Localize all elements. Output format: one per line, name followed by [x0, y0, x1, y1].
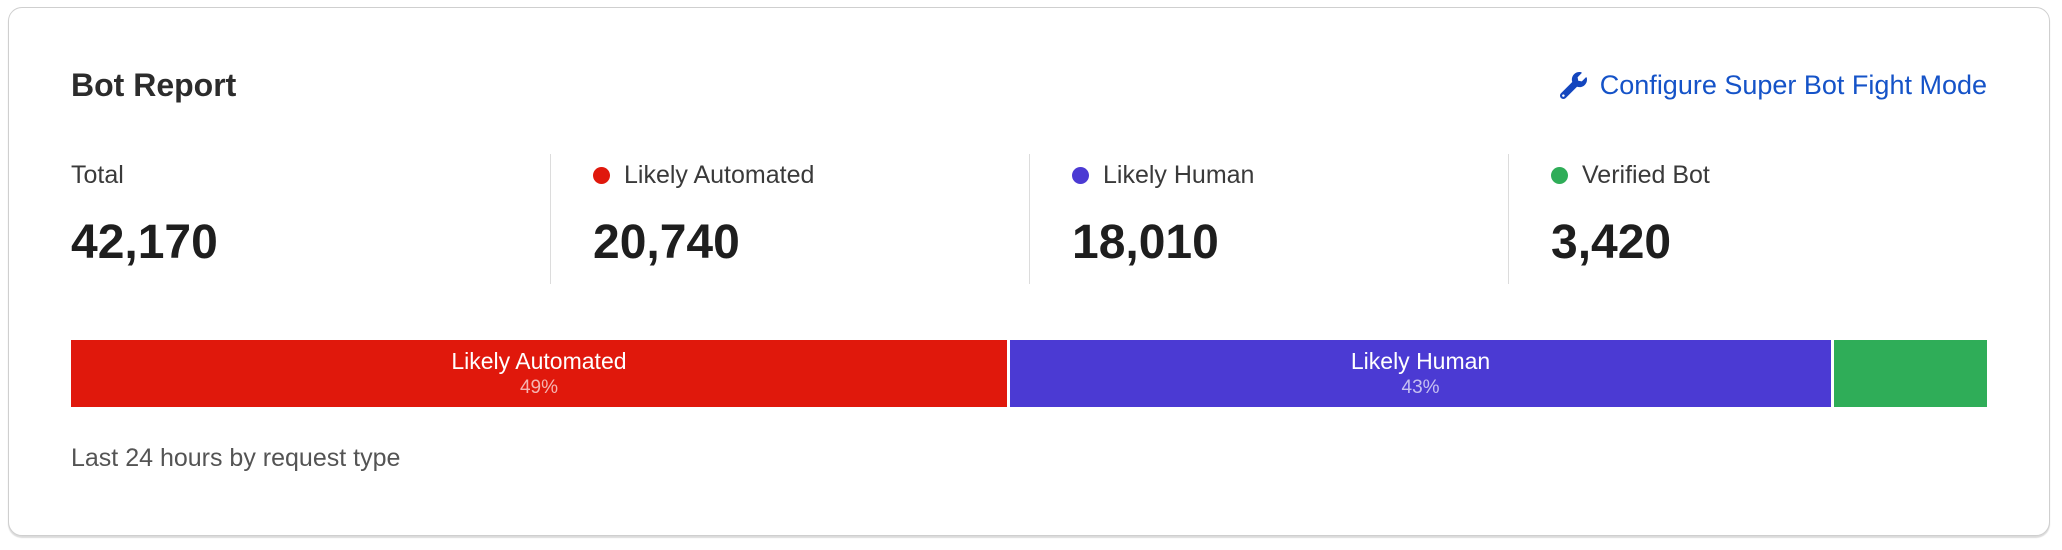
- stat-verified-bot-value: 3,420: [1551, 216, 1672, 269]
- bar-segment-likely-human-label: Likely Human: [1350, 348, 1491, 374]
- likely-human-legend-dot-icon: [1072, 166, 1089, 184]
- bar-segment-likely-human[interactable]: Likely Human 43%: [1009, 340, 1832, 407]
- likely-automated-legend-dot-icon: [593, 166, 610, 184]
- bar-segment-verified-bot[interactable]: [1834, 340, 1987, 407]
- stat-total-label-row: Total: [71, 160, 550, 190]
- page-title: Bot Report: [71, 67, 237, 103]
- stat-verified-bot-label: Verified Bot: [1582, 160, 1710, 189]
- stat-verified-bot-label-row: Verified Bot: [1551, 160, 1987, 190]
- time-range-caption: Last 24 hours by request type: [71, 444, 401, 472]
- stat-total-label: Total: [71, 160, 124, 189]
- configure-link-label: Configure Super Bot Fight Mode: [1599, 70, 1987, 100]
- stat-likely-automated-value: 20,740: [593, 216, 740, 269]
- configure-super-bot-fight-mode-link[interactable]: Configure Super Bot Fight Mode: [1559, 69, 1987, 101]
- bar-segment-likely-human-percent: 43%: [1401, 377, 1440, 398]
- bot-report-card: Bot Report Configure Super Bot Fight Mod…: [8, 7, 2050, 536]
- bar-segment-likely-automated-label: Likely Automated: [451, 348, 627, 374]
- stats-row: Total 42,170 Likely Automated 20,740 Lik…: [71, 154, 1987, 284]
- verified-bot-legend-dot-icon: [1551, 166, 1568, 184]
- stat-likely-human-label-row: Likely Human: [1072, 160, 1508, 190]
- stat-likely-automated-label: Likely Automated: [624, 160, 815, 189]
- request-type-stacked-bar: Likely Automated 49% Likely Human 43%: [71, 340, 1987, 407]
- bar-segment-likely-automated-percent: 49%: [519, 377, 558, 398]
- stat-total: Total 42,170: [71, 154, 550, 284]
- card-header: Bot Report Configure Super Bot Fight Mod…: [71, 66, 1987, 104]
- stat-likely-human-value: 18,010: [1072, 216, 1219, 269]
- stat-likely-human-label: Likely Human: [1103, 160, 1255, 189]
- stat-likely-automated: Likely Automated 20,740: [550, 154, 1029, 284]
- stat-likely-automated-label-row: Likely Automated: [593, 160, 1029, 190]
- bar-segment-likely-automated[interactable]: Likely Automated 49%: [71, 340, 1007, 407]
- stat-total-value: 42,170: [71, 216, 218, 269]
- stat-likely-human: Likely Human 18,010: [1029, 154, 1508, 284]
- stat-verified-bot: Verified Bot 3,420: [1508, 154, 1987, 284]
- wrench-icon: [1559, 71, 1587, 99]
